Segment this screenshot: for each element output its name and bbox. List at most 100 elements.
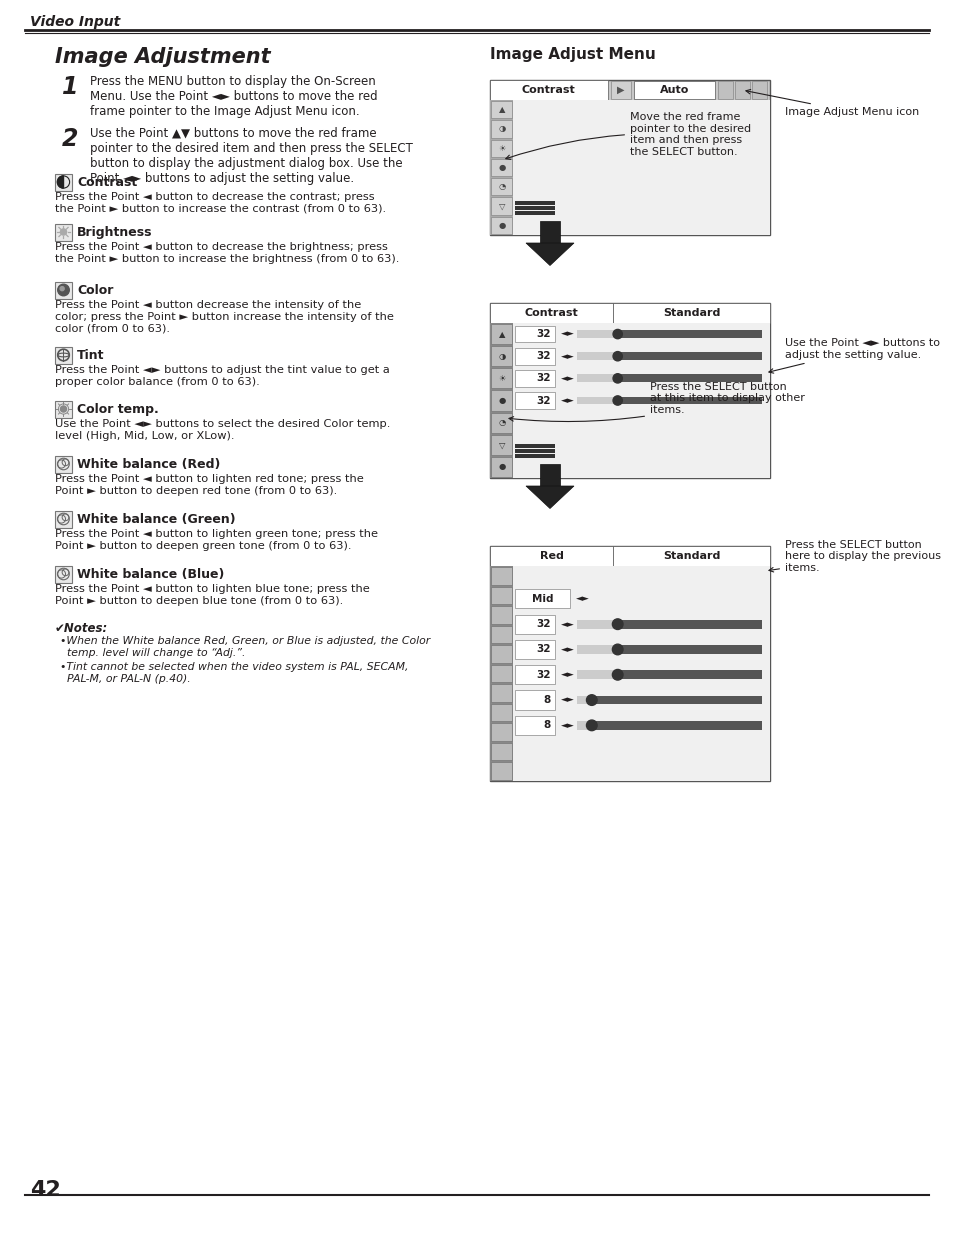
- Bar: [491, 645, 512, 663]
- Bar: [577, 396, 617, 404]
- Text: Red: Red: [539, 551, 563, 561]
- Text: ▽: ▽: [498, 201, 505, 211]
- Text: Press the Point ◄ button to decrease the brightness; press
the Point ► button to: Press the Point ◄ button to decrease the…: [55, 242, 399, 263]
- Bar: [577, 721, 591, 730]
- Text: ◔: ◔: [498, 183, 506, 191]
- Bar: [55, 224, 71, 241]
- Text: Press the Point ◄► buttons to adjust the tint value to get a
proper color balanc: Press the Point ◄► buttons to adjust the…: [55, 366, 390, 387]
- Text: ✔Notes:: ✔Notes:: [55, 622, 108, 635]
- Bar: [491, 664, 512, 682]
- Text: ☀: ☀: [498, 374, 506, 383]
- Text: Contrast: Contrast: [77, 177, 137, 189]
- Text: ▽: ▽: [498, 441, 505, 450]
- Circle shape: [60, 406, 67, 412]
- Circle shape: [586, 720, 597, 731]
- Bar: [491, 412, 512, 432]
- Bar: [490, 546, 613, 566]
- Bar: [490, 303, 769, 478]
- Bar: [491, 120, 512, 137]
- Text: Contrast: Contrast: [524, 308, 578, 317]
- Text: Press the SELECT button
at this item to display other
items.: Press the SELECT button at this item to …: [509, 382, 804, 421]
- Text: Press the SELECT button
here to display the previous
items.: Press the SELECT button here to display …: [768, 540, 940, 573]
- Bar: [491, 140, 512, 157]
- Text: Standard: Standard: [662, 308, 720, 317]
- Bar: [515, 391, 555, 409]
- Text: 32: 32: [536, 619, 551, 629]
- Bar: [577, 352, 617, 361]
- Bar: [491, 457, 512, 477]
- Text: ◄►: ◄►: [576, 594, 589, 604]
- Bar: [55, 347, 71, 363]
- Text: Press the Point ◄ button to lighten red tone; press the
Point ► button to deepen: Press the Point ◄ button to lighten red …: [55, 474, 363, 495]
- Bar: [490, 324, 513, 478]
- Text: Image Adjust Menu icon: Image Adjust Menu icon: [745, 89, 919, 117]
- Bar: [491, 626, 512, 643]
- Bar: [491, 368, 512, 389]
- Circle shape: [613, 396, 621, 405]
- Text: 32: 32: [536, 329, 551, 340]
- Bar: [577, 671, 761, 679]
- Text: ◄►: ◄►: [560, 695, 574, 704]
- Bar: [513, 100, 769, 235]
- Bar: [491, 743, 512, 761]
- Text: ●: ●: [498, 221, 506, 230]
- Bar: [610, 82, 630, 99]
- Bar: [490, 100, 513, 235]
- Bar: [577, 352, 761, 361]
- Text: ◔: ◔: [498, 419, 506, 427]
- Text: Press the MENU button to display the On-Screen
Menu. Use the Point ◄► buttons to: Press the MENU button to display the On-…: [90, 75, 377, 119]
- Bar: [539, 463, 559, 487]
- Bar: [55, 400, 71, 417]
- Bar: [515, 716, 555, 735]
- Text: ◄►: ◄►: [560, 352, 574, 361]
- Bar: [491, 390, 512, 410]
- Bar: [577, 396, 761, 404]
- Bar: [633, 82, 714, 99]
- Text: ◑: ◑: [498, 352, 506, 361]
- Text: ▲: ▲: [498, 105, 505, 114]
- Bar: [577, 374, 617, 382]
- Text: ●: ●: [498, 396, 506, 405]
- Bar: [539, 221, 559, 243]
- Text: •Tint cannot be selected when the video system is PAL, SECAM,
  PAL-M, or PAL-N : •Tint cannot be selected when the video …: [60, 662, 408, 684]
- Bar: [577, 695, 761, 704]
- Bar: [577, 374, 761, 382]
- Circle shape: [613, 374, 621, 383]
- Bar: [490, 80, 769, 235]
- Bar: [491, 324, 512, 345]
- Text: ◄►: ◄►: [560, 620, 574, 629]
- Polygon shape: [525, 243, 574, 266]
- Bar: [491, 704, 512, 721]
- Text: 32: 32: [536, 395, 551, 405]
- Text: Press the Point ◄ button to decrease the contrast; press
the Point ► button to i: Press the Point ◄ button to decrease the…: [55, 191, 386, 214]
- Text: ◄►: ◄►: [560, 721, 574, 730]
- Text: ◄►: ◄►: [560, 671, 574, 679]
- Bar: [491, 567, 512, 584]
- Bar: [491, 606, 512, 624]
- Text: Standard: Standard: [662, 551, 720, 561]
- Circle shape: [612, 619, 622, 630]
- Bar: [55, 173, 71, 190]
- Bar: [515, 211, 555, 215]
- Bar: [515, 589, 569, 609]
- Bar: [515, 454, 555, 458]
- Bar: [577, 721, 761, 730]
- Text: ●: ●: [498, 462, 506, 472]
- Bar: [577, 620, 761, 629]
- Text: Use the Point ◄► buttons to
adjust the setting value.: Use the Point ◄► buttons to adjust the s…: [768, 338, 939, 373]
- Circle shape: [612, 645, 622, 655]
- Bar: [491, 216, 512, 233]
- Text: Contrast: Contrast: [521, 85, 575, 95]
- Text: ●: ●: [498, 163, 506, 172]
- Bar: [55, 510, 71, 527]
- Bar: [490, 546, 769, 781]
- Text: Auto: Auto: [659, 85, 688, 95]
- Text: 1: 1: [62, 75, 78, 99]
- Circle shape: [613, 330, 621, 338]
- Polygon shape: [525, 487, 574, 509]
- Bar: [718, 82, 732, 99]
- Bar: [613, 303, 769, 324]
- Text: White balance (Blue): White balance (Blue): [77, 568, 224, 580]
- Bar: [734, 82, 749, 99]
- Bar: [515, 615, 555, 634]
